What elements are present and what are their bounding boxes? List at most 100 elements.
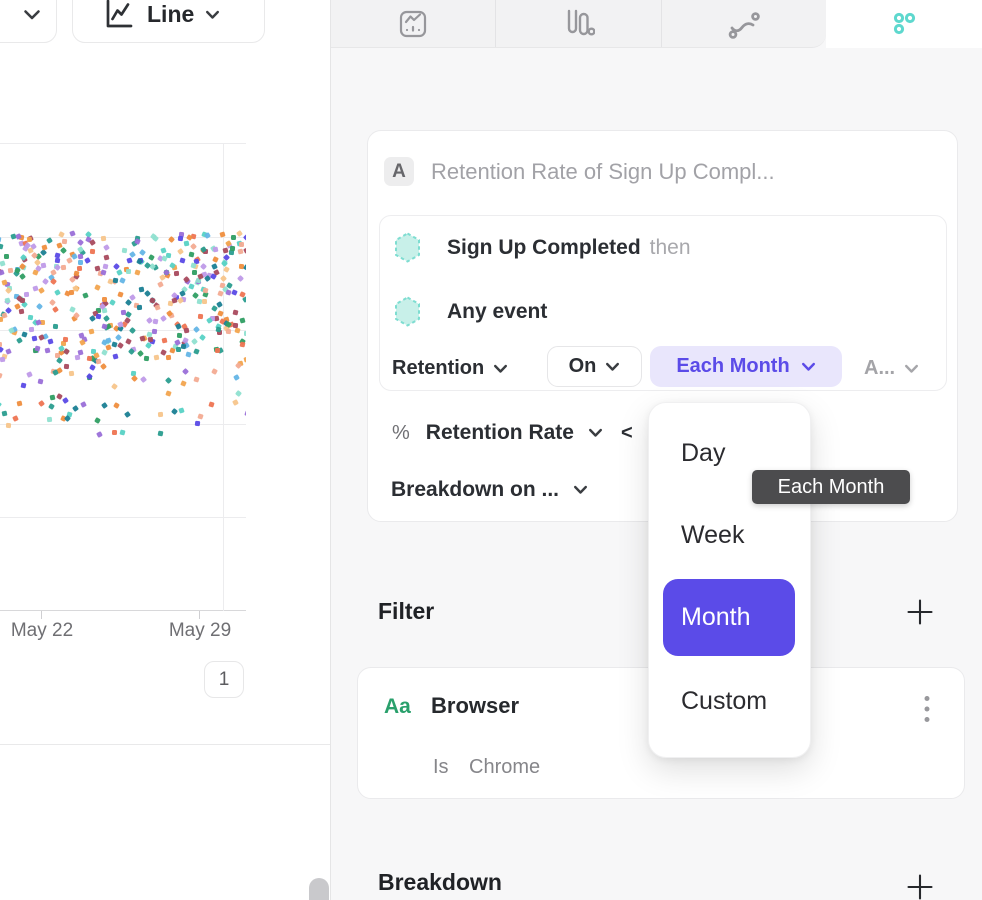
scatter-point xyxy=(0,356,6,363)
retention-dropdown[interactable]: Retention xyxy=(392,357,508,380)
scatter-point xyxy=(236,275,244,283)
measure-dropdown[interactable]: Retention Rate xyxy=(425,421,574,444)
scatter-point xyxy=(242,295,246,303)
event-suffix: then xyxy=(649,235,691,259)
scatter-point xyxy=(203,232,211,240)
scatter-point xyxy=(225,289,232,296)
scatter-point xyxy=(0,269,5,277)
scatter-point xyxy=(126,257,134,264)
add-breakdown-button[interactable] xyxy=(907,874,933,900)
scatter-point xyxy=(127,348,135,356)
divider xyxy=(0,744,330,745)
chart-type-button[interactable]: Line xyxy=(72,0,265,43)
scatter-point xyxy=(6,423,12,429)
scatter-point xyxy=(183,327,190,334)
scatter-point xyxy=(175,322,183,330)
scatter-point xyxy=(96,313,102,320)
scatter-plot xyxy=(0,143,246,611)
scatter-point xyxy=(143,355,149,362)
scatter-point xyxy=(229,246,236,252)
scatter-point xyxy=(103,244,111,252)
chart-type-tabbar xyxy=(331,0,826,48)
filter-value[interactable]: Chrome xyxy=(469,756,541,778)
scatter-point xyxy=(38,400,46,408)
scatter-point xyxy=(237,248,244,255)
collapsed-dropdown-button[interactable] xyxy=(0,0,57,43)
menu-item-month[interactable]: Month xyxy=(663,579,795,656)
scatter-point xyxy=(233,327,241,334)
query-title[interactable]: Retention Rate of Sign Up Compl... xyxy=(431,158,775,184)
chevron-down-icon xyxy=(606,362,620,371)
scatter-point xyxy=(177,235,184,241)
scatter-point xyxy=(44,347,51,354)
scatter-point xyxy=(157,430,164,436)
account-dropdown[interactable]: A... xyxy=(864,357,919,380)
h-gridline xyxy=(0,517,246,518)
scatter-point xyxy=(128,326,136,335)
percent-icon: % xyxy=(392,421,410,444)
scatter-point xyxy=(239,316,246,324)
menu-item-day[interactable]: Day xyxy=(681,439,726,467)
scatter-point xyxy=(212,256,220,263)
h-gridline xyxy=(0,330,246,331)
scatter-point xyxy=(37,286,45,294)
on-dropdown[interactable]: On xyxy=(547,346,642,387)
scatter-point xyxy=(165,389,173,397)
scatter-point xyxy=(49,394,56,401)
scatter-point xyxy=(4,297,11,304)
filter-operator[interactable]: Is xyxy=(433,756,449,778)
scatter-point xyxy=(203,275,211,283)
tab-bar-chart[interactable] xyxy=(495,0,660,47)
scatter-point xyxy=(165,377,173,385)
scatter-point xyxy=(190,338,199,346)
scatter-point xyxy=(100,236,107,242)
scatter-point xyxy=(115,334,123,342)
scatter-point xyxy=(102,314,110,322)
filter-property[interactable]: Browser xyxy=(431,693,520,718)
scatter-point xyxy=(193,347,200,355)
add-filter-button[interactable] xyxy=(907,599,933,625)
scatter-point xyxy=(158,411,164,418)
scrollbar-thumb[interactable] xyxy=(309,878,329,900)
scatter-point xyxy=(145,317,153,325)
scatter-point xyxy=(41,277,49,285)
scatter-point xyxy=(18,308,25,314)
filter-menu-button[interactable] xyxy=(924,695,930,728)
tab-flow[interactable] xyxy=(660,0,826,47)
event-name[interactable]: Sign Up Completed xyxy=(447,235,641,259)
scatter-point xyxy=(105,337,112,344)
scatter-point xyxy=(225,328,231,334)
scatter-point xyxy=(45,237,53,245)
chevron-down-icon xyxy=(206,10,220,19)
scatter-point xyxy=(46,417,53,423)
scatter-point xyxy=(0,400,3,408)
scatter-point xyxy=(116,291,124,298)
scatter-point xyxy=(116,269,124,276)
scatter-point xyxy=(38,334,45,342)
tab-combo-chart[interactable] xyxy=(331,0,495,47)
event-row-2[interactable]: Any event xyxy=(394,296,547,327)
scatter-point xyxy=(100,363,108,371)
pagination-button[interactable]: 1 xyxy=(204,661,244,698)
breakdown-on-dropdown[interactable]: Breakdown on ... xyxy=(391,478,588,502)
scatter-point xyxy=(138,248,146,256)
menu-item-custom[interactable]: Custom xyxy=(681,687,768,715)
menu-item-week[interactable]: Week xyxy=(681,521,745,549)
scatter-point xyxy=(212,246,219,253)
period-dropdown[interactable]: Each Month xyxy=(650,346,842,387)
scatter-point xyxy=(219,274,227,282)
scatter-point xyxy=(124,338,132,345)
event-row-1[interactable]: Sign Up Completed then xyxy=(394,232,691,263)
scatter-point xyxy=(109,298,117,306)
tab-retention[interactable] xyxy=(826,0,982,48)
scatter-point xyxy=(193,376,200,383)
scatter-point xyxy=(144,290,152,298)
measure-row: % Retention Rate < xyxy=(392,421,633,445)
scatter-point xyxy=(112,401,120,409)
scatter-point xyxy=(0,237,2,243)
event-name[interactable]: Any event xyxy=(447,299,548,323)
scatter-point xyxy=(41,244,48,251)
chart-panel: Line 1 May 22 May 29 xyxy=(0,0,330,900)
scatter-point xyxy=(111,341,118,348)
scatter-point xyxy=(176,346,182,353)
